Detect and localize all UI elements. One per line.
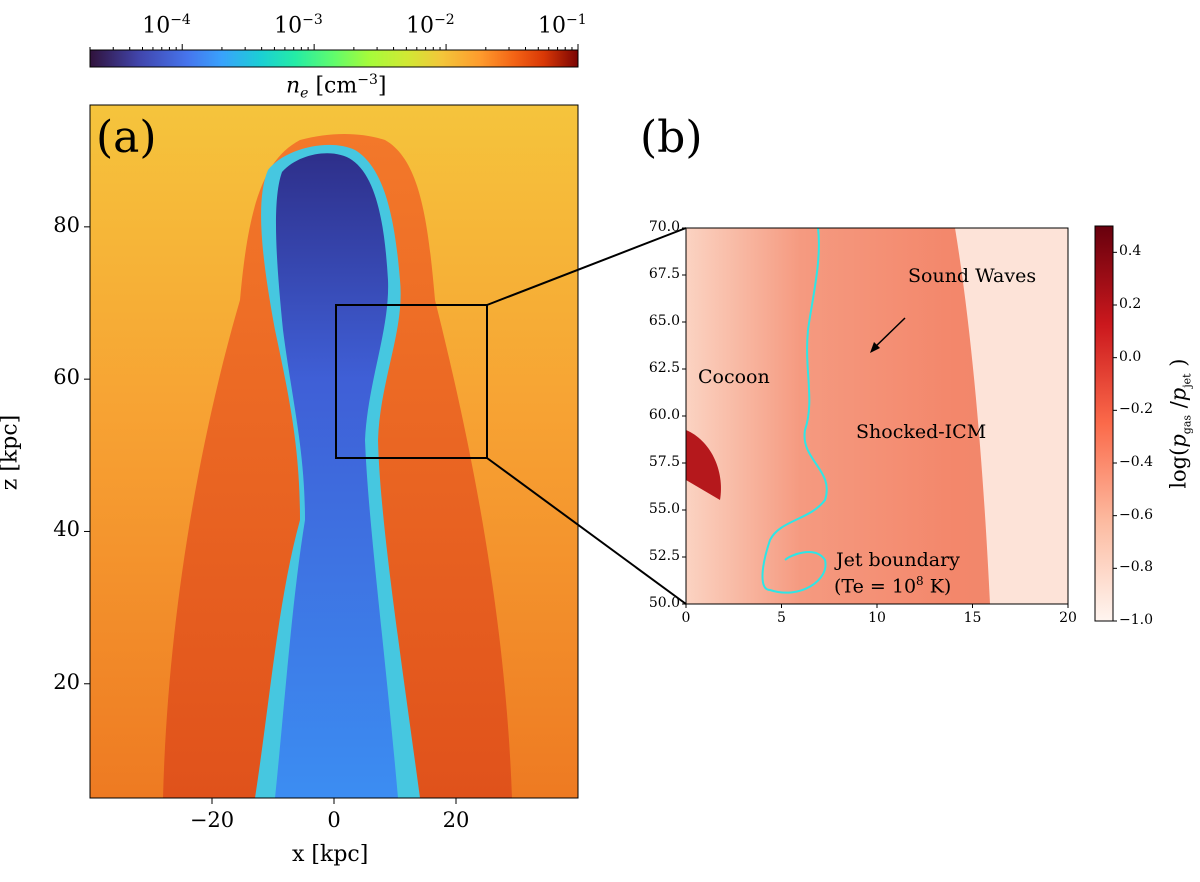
colorbar-a-ticks [89,44,579,50]
colorbar-b-ticks [1113,251,1117,622]
x-tick-label-b: 5 [777,610,786,626]
y-axis-label-a: z [kpc] [0,414,23,491]
annotation-sound-waves: Sound Waves [908,265,1037,287]
annotation-shocked-icm: Shocked-ICM [856,421,987,443]
panel-b-label: (b) [640,112,703,163]
panel-b-axes [682,227,1069,608]
colorbar-b-tick-label: −0.2 [1119,401,1153,418]
colorbar-b-tick-label: 0.0 [1119,348,1142,365]
colorbar-a-tick-label: 10−4 [142,12,191,38]
y-tick-label-b: 57.5 [648,454,680,470]
y-tick-label-b: 70.0 [648,219,680,235]
cbar-b-mid: / [1166,401,1191,415]
y-tick-label-a: 60 [53,365,80,390]
sound-waves-arrow [871,317,906,351]
x-tick-label-b: 0 [681,610,691,626]
colorbar-b [1094,225,1114,622]
annotation-cocoon: Cocoon [698,366,770,388]
cbar-b-prefix: log( [1166,447,1191,489]
annotation-te: (Te = 108 K) [834,574,951,597]
cbar-b-p1: p [1166,434,1191,448]
x-axis-label-a: x [kpc] [292,842,369,867]
x-tick-label-a: 0 [327,808,341,832]
zoom-box [335,304,488,459]
tick-exp: −4 [170,12,191,28]
y-tick-label-b: 55.0 [648,501,680,517]
y-tick-label-b: 67.5 [648,266,680,282]
jet-boundary-contour [761,227,828,594]
tick-base: 10 [406,13,435,39]
cbar-b-suffix: ) [1166,358,1191,374]
y-tick-label-b: 52.5 [648,548,680,564]
x-tick-label-a: −20 [189,808,235,832]
panel-b-image [685,227,1069,605]
colorbar-b-tick-label: 0.4 [1119,243,1142,260]
y-tick-label-a: 40 [53,517,80,542]
colorbar-a-tick-label: 10−3 [274,12,323,38]
colorbar-b-tick-label: 0.2 [1119,296,1142,312]
te-prefix: (Te = 10 [834,575,917,598]
cbar-b-p2: p [1166,387,1191,402]
y-tick-label-a: 80 [53,212,80,237]
x-tick-label-a: 20 [442,808,470,832]
colorbar-b-tick-label: −0.4 [1119,454,1153,470]
cbar-b-sub2: jet [1180,373,1194,388]
y-tick-label-a: 20 [53,669,80,694]
tick-exp: −3 [302,12,323,28]
tick-base: 10 [274,13,303,39]
y-tick-label-b: 65.0 [648,313,680,329]
te-exp: 8 [916,574,924,588]
te-suffix: K) [923,575,952,598]
tick-base: 10 [142,13,171,39]
colorbar-b-label: log(pgas /pjet ) [1166,344,1193,504]
colorbar-b-tick-label: −0.8 [1119,559,1153,576]
cbar-b-sub1: gas [1180,414,1194,435]
zoom-connector-top [486,227,687,306]
tick-exp: −2 [434,12,455,28]
colorbar-b-tick-label: −0.6 [1119,506,1153,523]
panel-a-label: (a) [96,112,157,163]
panel-a-axes [84,226,457,804]
colorbar-a-tick-label: 10−2 [406,12,455,38]
jet-core [275,153,398,798]
tick-base: 10 [538,13,566,39]
colorbar-b-tick-label: −1.0 [1119,612,1153,628]
annotation-jet-boundary: Jet boundary [836,549,960,571]
cbar-a-label-sup: −3 [357,72,378,88]
cbar-a-label-sub: e [300,85,309,102]
tick-exp: −1 [566,12,587,28]
cbar-a-label-close: ] [377,73,387,99]
y-tick-label-b: 60.0 [648,407,680,423]
zoom-connector-bottom [486,457,687,605]
y-tick-label-b: 62.5 [648,360,680,376]
colorbar-a [89,49,579,68]
colorbar-a-label: ne [cm−3] [286,72,386,102]
cbar-a-label-unit: [cm [315,73,358,99]
icm-region [955,228,1068,604]
cbar-a-label-var: n [286,73,301,99]
sound-waves-arrowhead [870,342,880,353]
high-pressure-blob [686,430,721,500]
colorbar-a-tick-label: 10−1 [538,12,587,38]
panel-a-image [89,104,579,799]
x-tick-label-b: 20 [1059,610,1077,626]
x-tick-label-b: 15 [963,610,982,626]
x-tick-label-b: 10 [868,610,886,626]
y-tick-label-b: 50.0 [648,595,680,611]
